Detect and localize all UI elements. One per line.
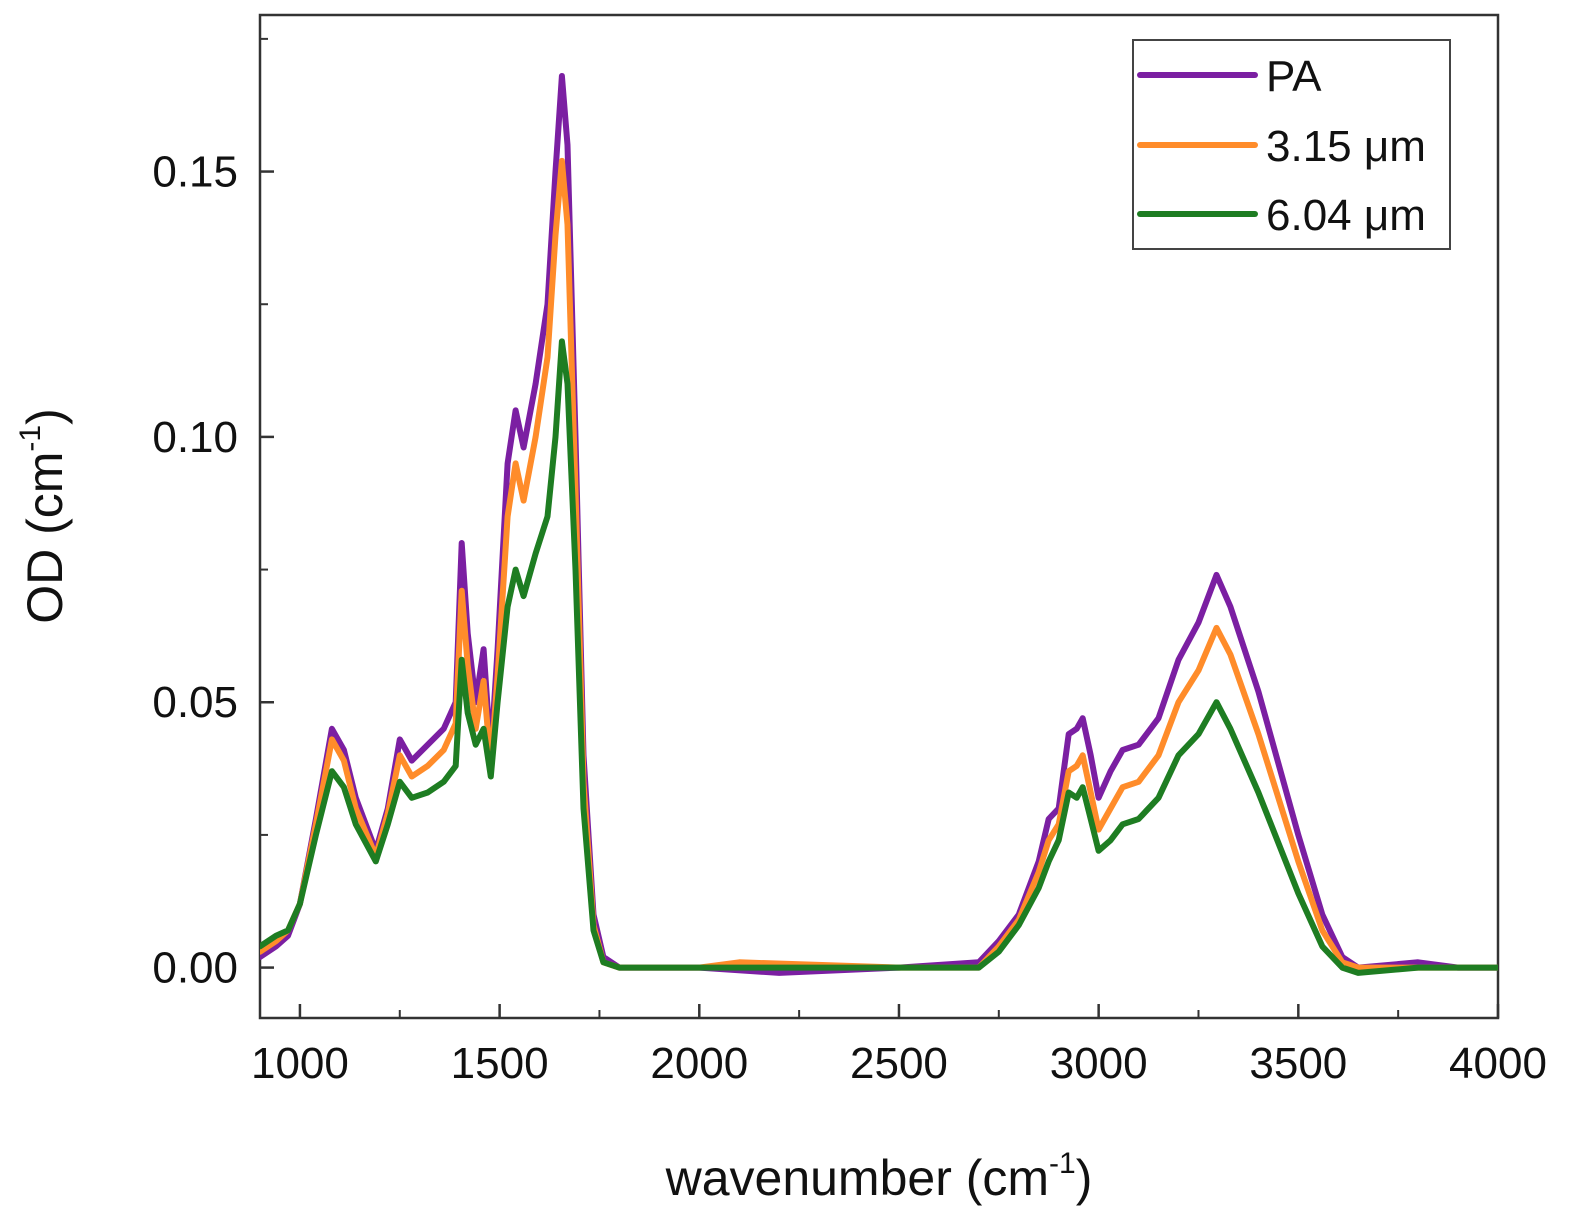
legend-item-6-04: 6.04 μm: [1137, 191, 1426, 240]
x-axis-title-end: ): [1076, 1150, 1093, 1206]
legend-item-3-15: 3.15 μm: [1137, 122, 1426, 171]
y-axis-title-sup: -1: [14, 425, 47, 452]
x-tick-label: 1000: [251, 1039, 349, 1088]
x-tick-label: 2500: [850, 1039, 948, 1088]
x-tick-label: 3500: [1249, 1039, 1347, 1088]
legend: PA 3.15 μm 6.04 μm: [1132, 39, 1451, 250]
axes-layer: 1000 1500 2000 2500 3000 3500 4000 0.00 0.05 0.10…: [152, 37, 1547, 1088]
y-tick-label: 0.10: [152, 413, 238, 462]
y-axis-title-main: OD (cm: [17, 452, 73, 624]
legend-label-pa: PA: [1266, 52, 1322, 101]
y-tick-label: 0.05: [152, 678, 238, 727]
x-tick-label: 3000: [1050, 1039, 1148, 1088]
x-tick-label: 1500: [451, 1039, 549, 1088]
x-axis-title: wavenumber (cm-1): [665, 1147, 1093, 1206]
y-tick-label: 0.00: [152, 944, 238, 993]
legend-label-3-15: 3.15 μm: [1266, 122, 1426, 171]
series-layer: [260, 73, 1498, 976]
y-axis-title-end: ): [17, 408, 73, 425]
series-line-6-04: [260, 338, 1498, 976]
x-tick-label: 4000: [1449, 1039, 1547, 1088]
x-tick-label: 2000: [650, 1039, 748, 1088]
legend-item-pa: PA: [1137, 52, 1322, 101]
y-tick-label: 0.15: [152, 148, 238, 197]
x-axis-title-sup: -1: [1049, 1147, 1076, 1180]
y-axis-title: OD (cm-1): [14, 408, 73, 624]
x-axis-title-main: wavenumber (cm: [665, 1150, 1049, 1206]
legend-label-6-04: 6.04 μm: [1266, 191, 1426, 240]
